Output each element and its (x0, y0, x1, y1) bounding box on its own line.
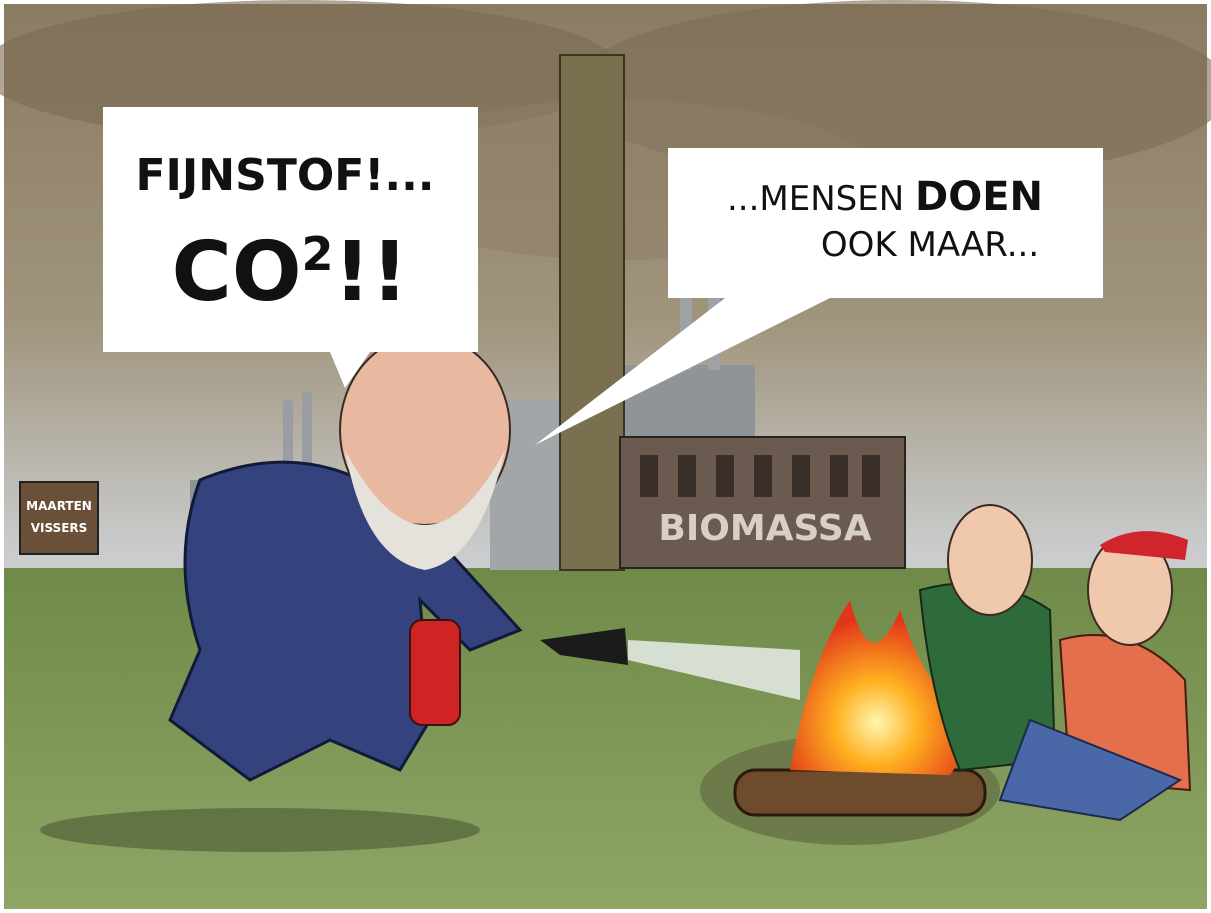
speech-text: ...MENSEN DOEN (727, 174, 1043, 220)
cartoon: BIOMASSA MAARTEN VISSERS FIJNSTOF!... CO… (0, 0, 1211, 913)
speech-text: OOK MAAR... (821, 225, 1039, 265)
page: BIOMASSA MAARTEN VISSERS FIJNSTOF!... CO… (0, 0, 1211, 913)
speech-text: CO2!! (172, 225, 409, 320)
speech-text: DOEN (915, 174, 1043, 220)
factory-sign: BIOMASSA (658, 508, 871, 549)
speech-text: FIJNSTOF!... (136, 150, 435, 201)
speech-text: CO (172, 225, 302, 320)
signature: MAARTEN (26, 499, 92, 513)
speech-text: 2 (302, 227, 334, 281)
speech-text: !! (334, 225, 409, 320)
signature-box: MAARTEN VISSERS (20, 482, 98, 554)
speech-text: ...MENSEN (727, 179, 915, 219)
signature: VISSERS (31, 521, 88, 535)
